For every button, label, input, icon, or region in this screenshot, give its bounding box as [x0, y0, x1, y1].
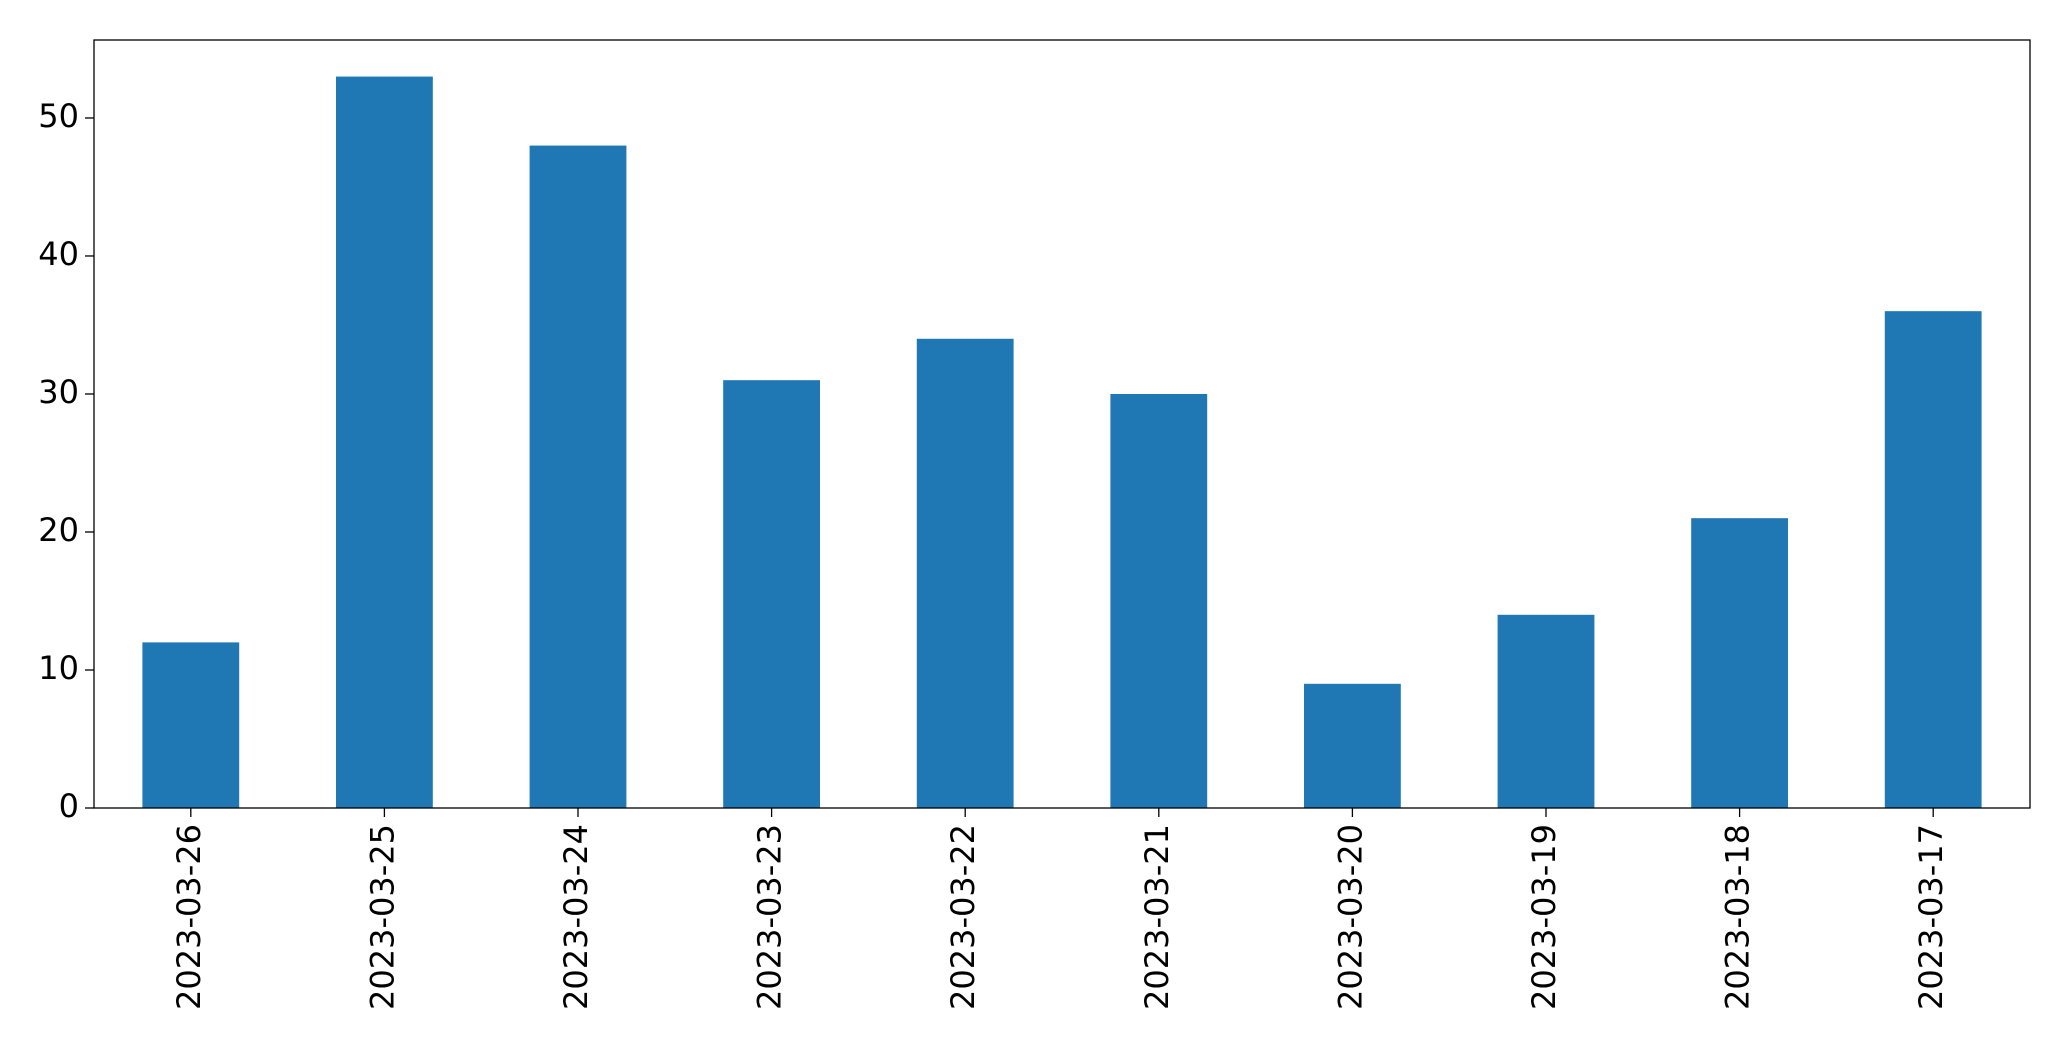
bar [1497, 614, 1595, 808]
x-tick-label: 2023-03-26 [170, 824, 208, 1010]
x-tick-label: 2023-03-25 [363, 824, 401, 1010]
y-tick-label: 50 [38, 97, 79, 135]
x-tick-label: 2023-03-21 [1138, 824, 1176, 1010]
x-tick-label: 2023-03-23 [751, 824, 789, 1010]
y-tick-label: 40 [38, 235, 79, 273]
x-tick-label: 2023-03-22 [944, 824, 982, 1010]
bar [142, 642, 240, 808]
y-tick-label: 10 [38, 649, 79, 687]
x-tick-label: 2023-03-18 [1719, 824, 1757, 1010]
x-tick-label: 2023-03-17 [1912, 824, 1950, 1010]
x-tick-label: 2023-03-19 [1525, 824, 1563, 1010]
bar [1691, 518, 1788, 808]
y-tick-label: 0 [59, 787, 79, 825]
y-tick-label: 20 [38, 511, 79, 549]
plot-frame [93, 39, 2031, 809]
x-tick-label: 2023-03-20 [1331, 824, 1369, 1010]
bar [723, 380, 820, 808]
bar [336, 76, 433, 809]
bar [1110, 393, 1208, 808]
bar [1304, 683, 1401, 808]
bar [529, 145, 627, 809]
bar [1884, 311, 1982, 808]
bar [916, 338, 1014, 808]
y-tick-label: 30 [38, 373, 79, 411]
x-tick-label: 2023-03-24 [557, 824, 595, 1010]
